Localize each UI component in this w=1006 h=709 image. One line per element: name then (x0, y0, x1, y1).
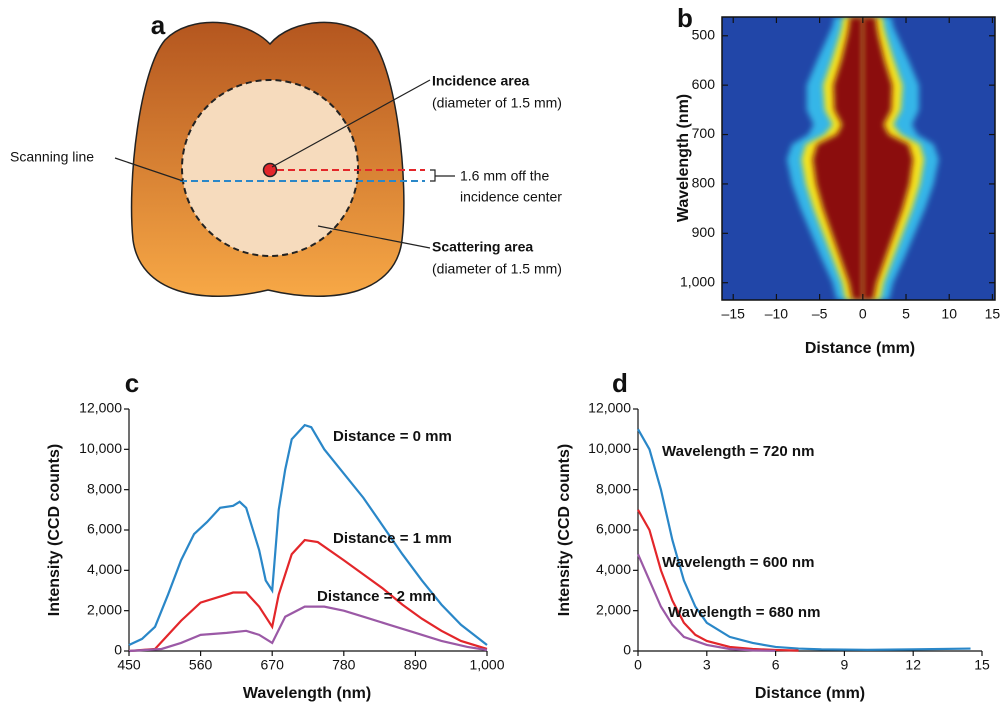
y-tick-label: 0 (623, 642, 631, 658)
y-tick-label: 500 (692, 26, 716, 42)
x-tick-label: 670 (261, 657, 285, 673)
series-line (636, 553, 776, 652)
y-tick-label: 12,000 (588, 400, 631, 416)
y-axis-title: Intensity (CCD counts) (46, 444, 63, 616)
x-tick-label: 0 (634, 657, 642, 673)
heatmap (786, 17, 939, 300)
series-label: Distance = 0 mm (333, 428, 452, 445)
bracket (430, 169, 436, 182)
x-tick-label: 0 (859, 306, 867, 322)
panel-d: Wavelength = 720 nm Wavelength = 600 nm Wa… (556, 368, 990, 702)
x-tick-label: 3 (703, 657, 711, 673)
annotation: 1.6 mm off the (460, 168, 549, 184)
x-axis-title: Distance (mm) (755, 685, 865, 702)
x-tick-label: –10 (765, 306, 789, 322)
x-axis-title: Wavelength (nm) (243, 685, 371, 702)
panel-c: Distance = 0 mm Distance = 1 mm Distance =… (46, 368, 505, 702)
series-label: Wavelength = 680 nm (668, 604, 820, 621)
y-tick-label: 2,000 (87, 601, 122, 617)
series-line (128, 423, 488, 646)
panel-a: a Incidence area (diameter of 1.5 mm) Sc… (10, 10, 562, 297)
y-axis-title: Wavelength (nm) (675, 94, 692, 222)
y-tick-label: 10,000 (588, 440, 631, 456)
x-tick-label: 15 (974, 657, 990, 673)
panel-label: b (677, 3, 693, 33)
series-label: Wavelength = 720 nm (662, 443, 814, 460)
series-label: Distance = 2 mm (317, 588, 436, 605)
y-tick-label: 8,000 (596, 480, 631, 496)
annotation: incidence center (460, 189, 562, 205)
x-tick-label: 6 (772, 657, 780, 673)
x-tick-label: 1,000 (469, 657, 504, 673)
y-tick-label: 1,000 (680, 273, 715, 289)
y-tick-label: 800 (692, 175, 716, 191)
frame (721, 16, 996, 301)
y-tick-label: 8,000 (87, 480, 122, 496)
y-tick-label: 900 (692, 224, 716, 240)
y-tick-label: 12,000 (79, 400, 122, 416)
series-label: Distance = 1 mm (333, 530, 452, 547)
panel-label: c (125, 368, 139, 398)
y-tick-label: 6,000 (596, 521, 631, 537)
y-tick-label: 4,000 (87, 561, 122, 577)
leader (271, 79, 431, 168)
y-tick-label: 700 (692, 125, 716, 141)
leader (114, 157, 184, 182)
x-tick-label: 450 (117, 657, 141, 673)
x-tick-label: 5 (902, 306, 910, 322)
y-tick-label: 6,000 (87, 521, 122, 537)
x-tick-label: 15 (985, 306, 1001, 322)
y-axis-title: Intensity (CCD counts) (556, 444, 573, 616)
panel-label: a (151, 10, 166, 40)
y-tick-label: 2,000 (596, 601, 631, 617)
x-tick-label: –5 (812, 306, 828, 322)
y-tick-label: 4,000 (596, 561, 631, 577)
x-tick-label: 12 (905, 657, 921, 673)
y-tick-label: 0 (114, 642, 122, 658)
heat-band (862, 17, 913, 300)
annotation: (diameter of 1.5 mm) (432, 95, 562, 111)
leader (317, 225, 431, 249)
series-line (128, 538, 488, 653)
y-tick-label: 600 (692, 76, 716, 92)
x-tick-label: 10 (941, 306, 957, 322)
x-tick-label: 9 (841, 657, 849, 673)
x-tick-label: –15 (722, 306, 746, 322)
x-tick-label: 890 (404, 657, 428, 673)
panel-label: d (612, 368, 628, 398)
heat-band (812, 17, 863, 300)
x-axis-title: Distance (mm) (805, 340, 915, 357)
series-label: Wavelength = 600 nm (662, 554, 814, 571)
annotation: (diameter of 1.5 mm) (432, 261, 562, 277)
series-line (128, 605, 488, 653)
series-line (637, 428, 971, 651)
panel-b: –15 –10 –5 0 5 10 15 500 600 700 800 900 1,000 b Dista… (675, 3, 1000, 357)
y-tick-label: 10,000 (79, 440, 122, 456)
annotation: Scattering area (432, 239, 533, 255)
x-tick-label: 560 (189, 657, 213, 673)
annotation: Incidence area (432, 73, 529, 89)
x-tick-label: 780 (332, 657, 356, 673)
series-line (637, 509, 799, 652)
annotation: Scanning line (10, 149, 94, 165)
